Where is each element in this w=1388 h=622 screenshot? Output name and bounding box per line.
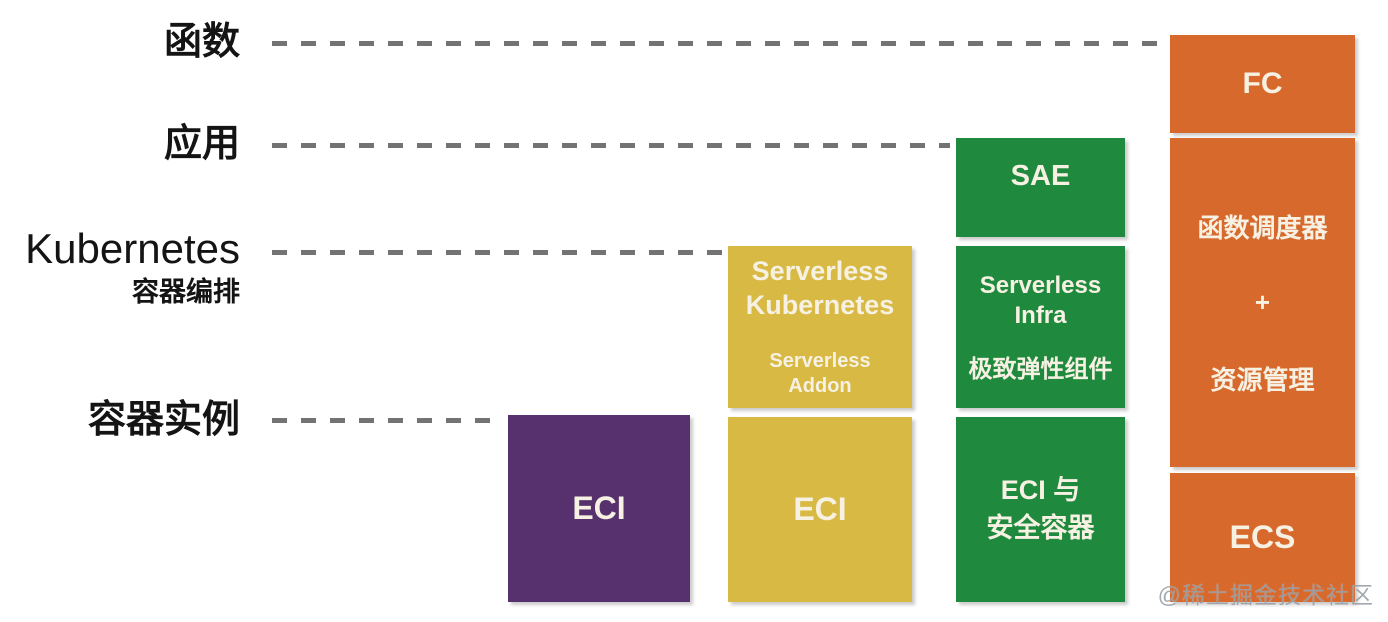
box-serverless-infra: Serverless Infra 极致弹性组件 — [956, 246, 1125, 408]
box-serverless-kubernetes-title-line2: Kubernetes — [745, 290, 895, 320]
dashed-line-functions — [272, 41, 1165, 46]
box-eci-secure-container: ECI 与 安全容器 — [956, 417, 1125, 602]
box-serverless-kubernetes-addon-line2: Addon — [788, 374, 852, 397]
box-scheduler-line1: 函数调度器 — [1197, 213, 1328, 243]
box-eci-secure-container-line1: ECI 与 — [1000, 474, 1081, 505]
box-scheduler-line3: 资源管理 — [1210, 365, 1315, 395]
box-serverless-kubernetes-title-line1: Serverless — [751, 256, 889, 287]
row-sublabel-container-orchestration: 容器编排 — [132, 277, 240, 307]
box-serverless-infra-title: Serverless Infra — [980, 271, 1101, 331]
box-fc-label: FC — [1242, 67, 1283, 100]
box-eci-yellow-label: ECI — [793, 491, 847, 527]
dashed-line-container-instance — [272, 418, 502, 423]
box-eci-yellow: ECI — [728, 417, 912, 602]
box-serverless-kubernetes-addon-line1: Serverless — [769, 349, 871, 372]
dashed-line-applications — [272, 143, 950, 148]
watermark: @稀土掘金技术社区 — [1157, 582, 1374, 608]
box-eci-purple: ECI — [508, 415, 690, 602]
box-ecs-label: ECS — [1229, 519, 1296, 555]
dashed-line-kubernetes — [272, 250, 722, 255]
box-scheduler-plus: + — [1254, 287, 1271, 317]
box-ecs: ECS — [1170, 473, 1355, 602]
row-label-kubernetes: Kubernetes — [25, 225, 240, 272]
row-label-applications: 应用 — [163, 123, 240, 165]
box-eci-secure-container-line2: 安全容器 — [986, 512, 1095, 543]
box-fc: FC — [1170, 35, 1355, 133]
box-function-scheduler-resource-mgmt: 函数调度器 + 资源管理 — [1170, 138, 1355, 467]
box-serverless-kubernetes-addon: Serverless Addon — [769, 349, 870, 399]
box-serverless-infra-subtitle: 极致弹性组件 — [968, 355, 1113, 383]
box-sae: SAE — [956, 138, 1125, 237]
box-sae-label: SAE — [1010, 160, 1071, 192]
box-serverless-infra-title-line1: Serverless — [979, 271, 1102, 299]
box-serverless-kubernetes-title: Serverless Kubernetes — [746, 255, 895, 323]
box-serverless-infra-title-line2: Infra — [1014, 301, 1067, 329]
row-label-functions: 函数 — [163, 21, 240, 63]
box-eci-purple-label: ECI — [572, 490, 626, 526]
box-serverless-kubernetes: Serverless Kubernetes Serverless Addon — [728, 246, 912, 408]
row-label-container-instance: 容器实例 — [87, 399, 240, 441]
